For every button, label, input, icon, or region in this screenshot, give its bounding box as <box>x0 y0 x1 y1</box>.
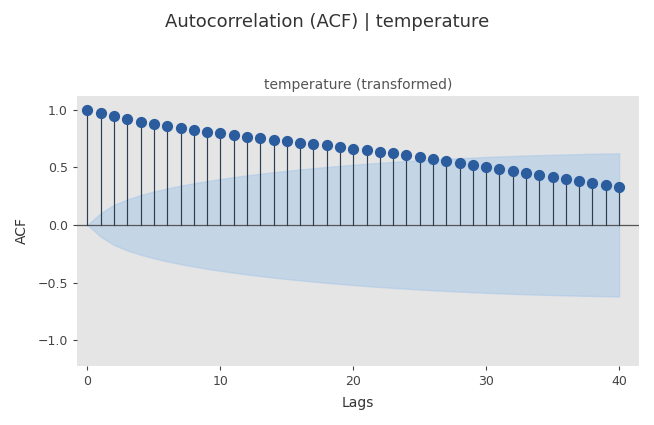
Point <box>188 127 199 133</box>
Point <box>481 164 491 170</box>
Point <box>455 159 465 166</box>
Point <box>95 110 106 116</box>
Point <box>614 184 625 190</box>
Point <box>335 144 345 150</box>
Point <box>148 120 159 127</box>
Point <box>255 135 266 142</box>
Title: temperature (transformed): temperature (transformed) <box>264 78 452 92</box>
Point <box>322 142 332 149</box>
Point <box>388 150 398 157</box>
Point <box>202 128 213 135</box>
Point <box>521 170 531 176</box>
Point <box>308 141 318 147</box>
Point <box>428 156 438 162</box>
Point <box>268 136 279 143</box>
Point <box>295 139 305 146</box>
Point <box>587 179 598 186</box>
Point <box>415 153 425 160</box>
Point <box>468 162 478 168</box>
Point <box>547 173 558 180</box>
Point <box>282 138 292 145</box>
Point <box>508 167 518 174</box>
Point <box>109 113 119 119</box>
Point <box>242 133 252 140</box>
Point <box>82 106 93 113</box>
Point <box>560 176 571 182</box>
Point <box>135 118 146 125</box>
Point <box>362 147 372 153</box>
Point <box>348 145 358 152</box>
Point <box>574 177 585 184</box>
Point <box>441 157 451 164</box>
Point <box>375 148 385 155</box>
Point <box>122 116 133 122</box>
Point <box>600 181 611 188</box>
Point <box>175 125 186 131</box>
X-axis label: Lags: Lags <box>342 396 374 410</box>
Point <box>494 165 505 172</box>
Point <box>162 122 173 129</box>
Point <box>534 172 545 178</box>
Y-axis label: ACF: ACF <box>15 217 29 244</box>
Point <box>401 152 411 159</box>
Point <box>228 132 239 139</box>
Text: Autocorrelation (ACF) | temperature: Autocorrelation (ACF) | temperature <box>165 13 489 31</box>
Point <box>215 130 226 137</box>
